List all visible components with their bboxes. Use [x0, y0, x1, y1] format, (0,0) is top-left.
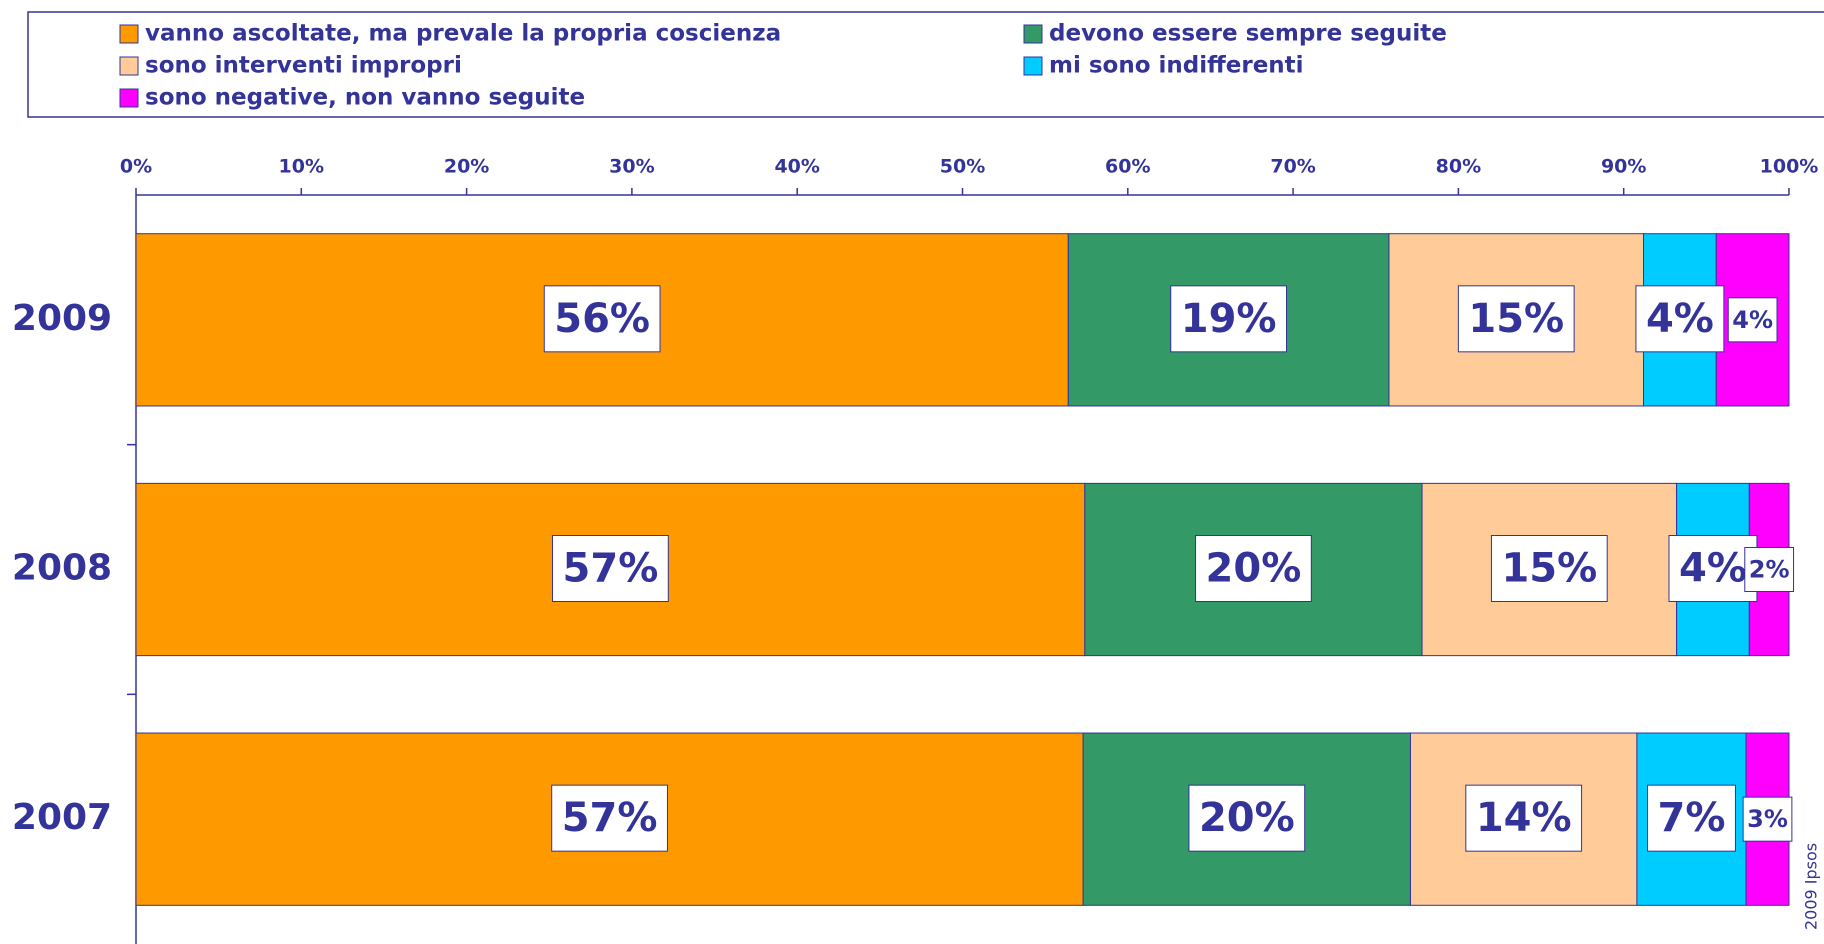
- data-label-text: 4%: [1732, 306, 1773, 334]
- legend-swatch: [119, 88, 139, 108]
- x-tick-label: 60%: [1105, 156, 1150, 178]
- legend-label: devono essere sempre seguite: [1049, 21, 1447, 47]
- x-tick-label: 80%: [1436, 156, 1481, 178]
- data-label-box: [1195, 535, 1312, 602]
- legend-swatch: [119, 56, 139, 76]
- data-label-text: 4%: [1679, 546, 1747, 592]
- x-tick-label: 50%: [940, 156, 985, 178]
- legend-box: [27, 11, 1824, 118]
- data-label-box: [552, 535, 669, 602]
- data-label-box: [1490, 535, 1608, 602]
- x-tick-label: 30%: [609, 156, 654, 178]
- data-label-text: 2%: [1749, 556, 1790, 584]
- legend-label: sono interventi impropri: [145, 53, 462, 79]
- y-tick-label: 2008: [12, 548, 112, 589]
- x-tick-label: 0%: [120, 156, 152, 178]
- legend-label: sono negative, non vanno seguite: [145, 85, 585, 111]
- legend-swatch: [1023, 56, 1043, 76]
- data-label-text: 20%: [1199, 795, 1295, 841]
- data-label: 57%: [551, 784, 668, 852]
- data-label: 15%: [1490, 535, 1608, 602]
- x-tick-label: 70%: [1270, 156, 1315, 178]
- data-label-text: 19%: [1181, 296, 1277, 342]
- data-label-box: [543, 285, 661, 353]
- data-label: 20%: [1195, 535, 1312, 602]
- data-label-text: 7%: [1658, 795, 1726, 841]
- data-label-text: 56%: [554, 296, 650, 342]
- source: 2009 Ipsos: [1802, 843, 1821, 930]
- x-tick-label: 40%: [774, 156, 819, 178]
- x-tick-label: 100%: [1760, 156, 1819, 178]
- data-label: 4%: [1635, 285, 1725, 353]
- data-label: 56%: [543, 285, 661, 353]
- x-tick-label: 10%: [279, 156, 324, 178]
- data-label-box: [1457, 285, 1575, 353]
- data-label-text: 4%: [1646, 296, 1714, 342]
- x-tick-label: 20%: [444, 156, 489, 178]
- data-label-text: 57%: [563, 546, 659, 592]
- legend-swatch: [119, 24, 139, 44]
- data-label-box: [1742, 796, 1793, 842]
- data-label-box: [1170, 285, 1288, 353]
- legend-swatch: [1023, 24, 1043, 44]
- data-label: 15%: [1457, 285, 1575, 353]
- y-tick-label: 2007: [12, 797, 112, 838]
- legend-label: mi sono indifferenti: [1049, 53, 1304, 79]
- data-label-box: [551, 784, 668, 852]
- data-label-text: 3%: [1747, 805, 1788, 833]
- data-label: 19%: [1170, 285, 1288, 353]
- data-label-box: [1647, 784, 1736, 852]
- data-label: 2%: [1744, 547, 1795, 592]
- y-tick-label: 2009: [12, 298, 112, 339]
- data-label-text: 20%: [1206, 546, 1302, 592]
- data-label: 14%: [1465, 784, 1583, 852]
- data-label: 3%: [1742, 796, 1793, 842]
- data-label: 4%: [1727, 297, 1778, 343]
- data-label: 4%: [1668, 535, 1758, 602]
- data-label-text: 14%: [1476, 795, 1572, 841]
- legend-label: vanno ascoltate, ma prevale la propria c…: [145, 21, 781, 47]
- data-label: 7%: [1647, 784, 1736, 852]
- data-label-box: [1188, 784, 1306, 852]
- data-label-box: [1744, 547, 1795, 592]
- data-label-text: 15%: [1501, 546, 1597, 592]
- data-label-box: [1727, 297, 1778, 343]
- data-label-text: 15%: [1468, 296, 1564, 342]
- x-tick-label: 90%: [1601, 156, 1646, 178]
- data-label: 57%: [552, 535, 669, 602]
- data-label-text: 57%: [562, 795, 658, 841]
- data-label-box: [1465, 784, 1583, 852]
- data-label-box: [1635, 285, 1725, 353]
- data-label: 20%: [1188, 784, 1306, 852]
